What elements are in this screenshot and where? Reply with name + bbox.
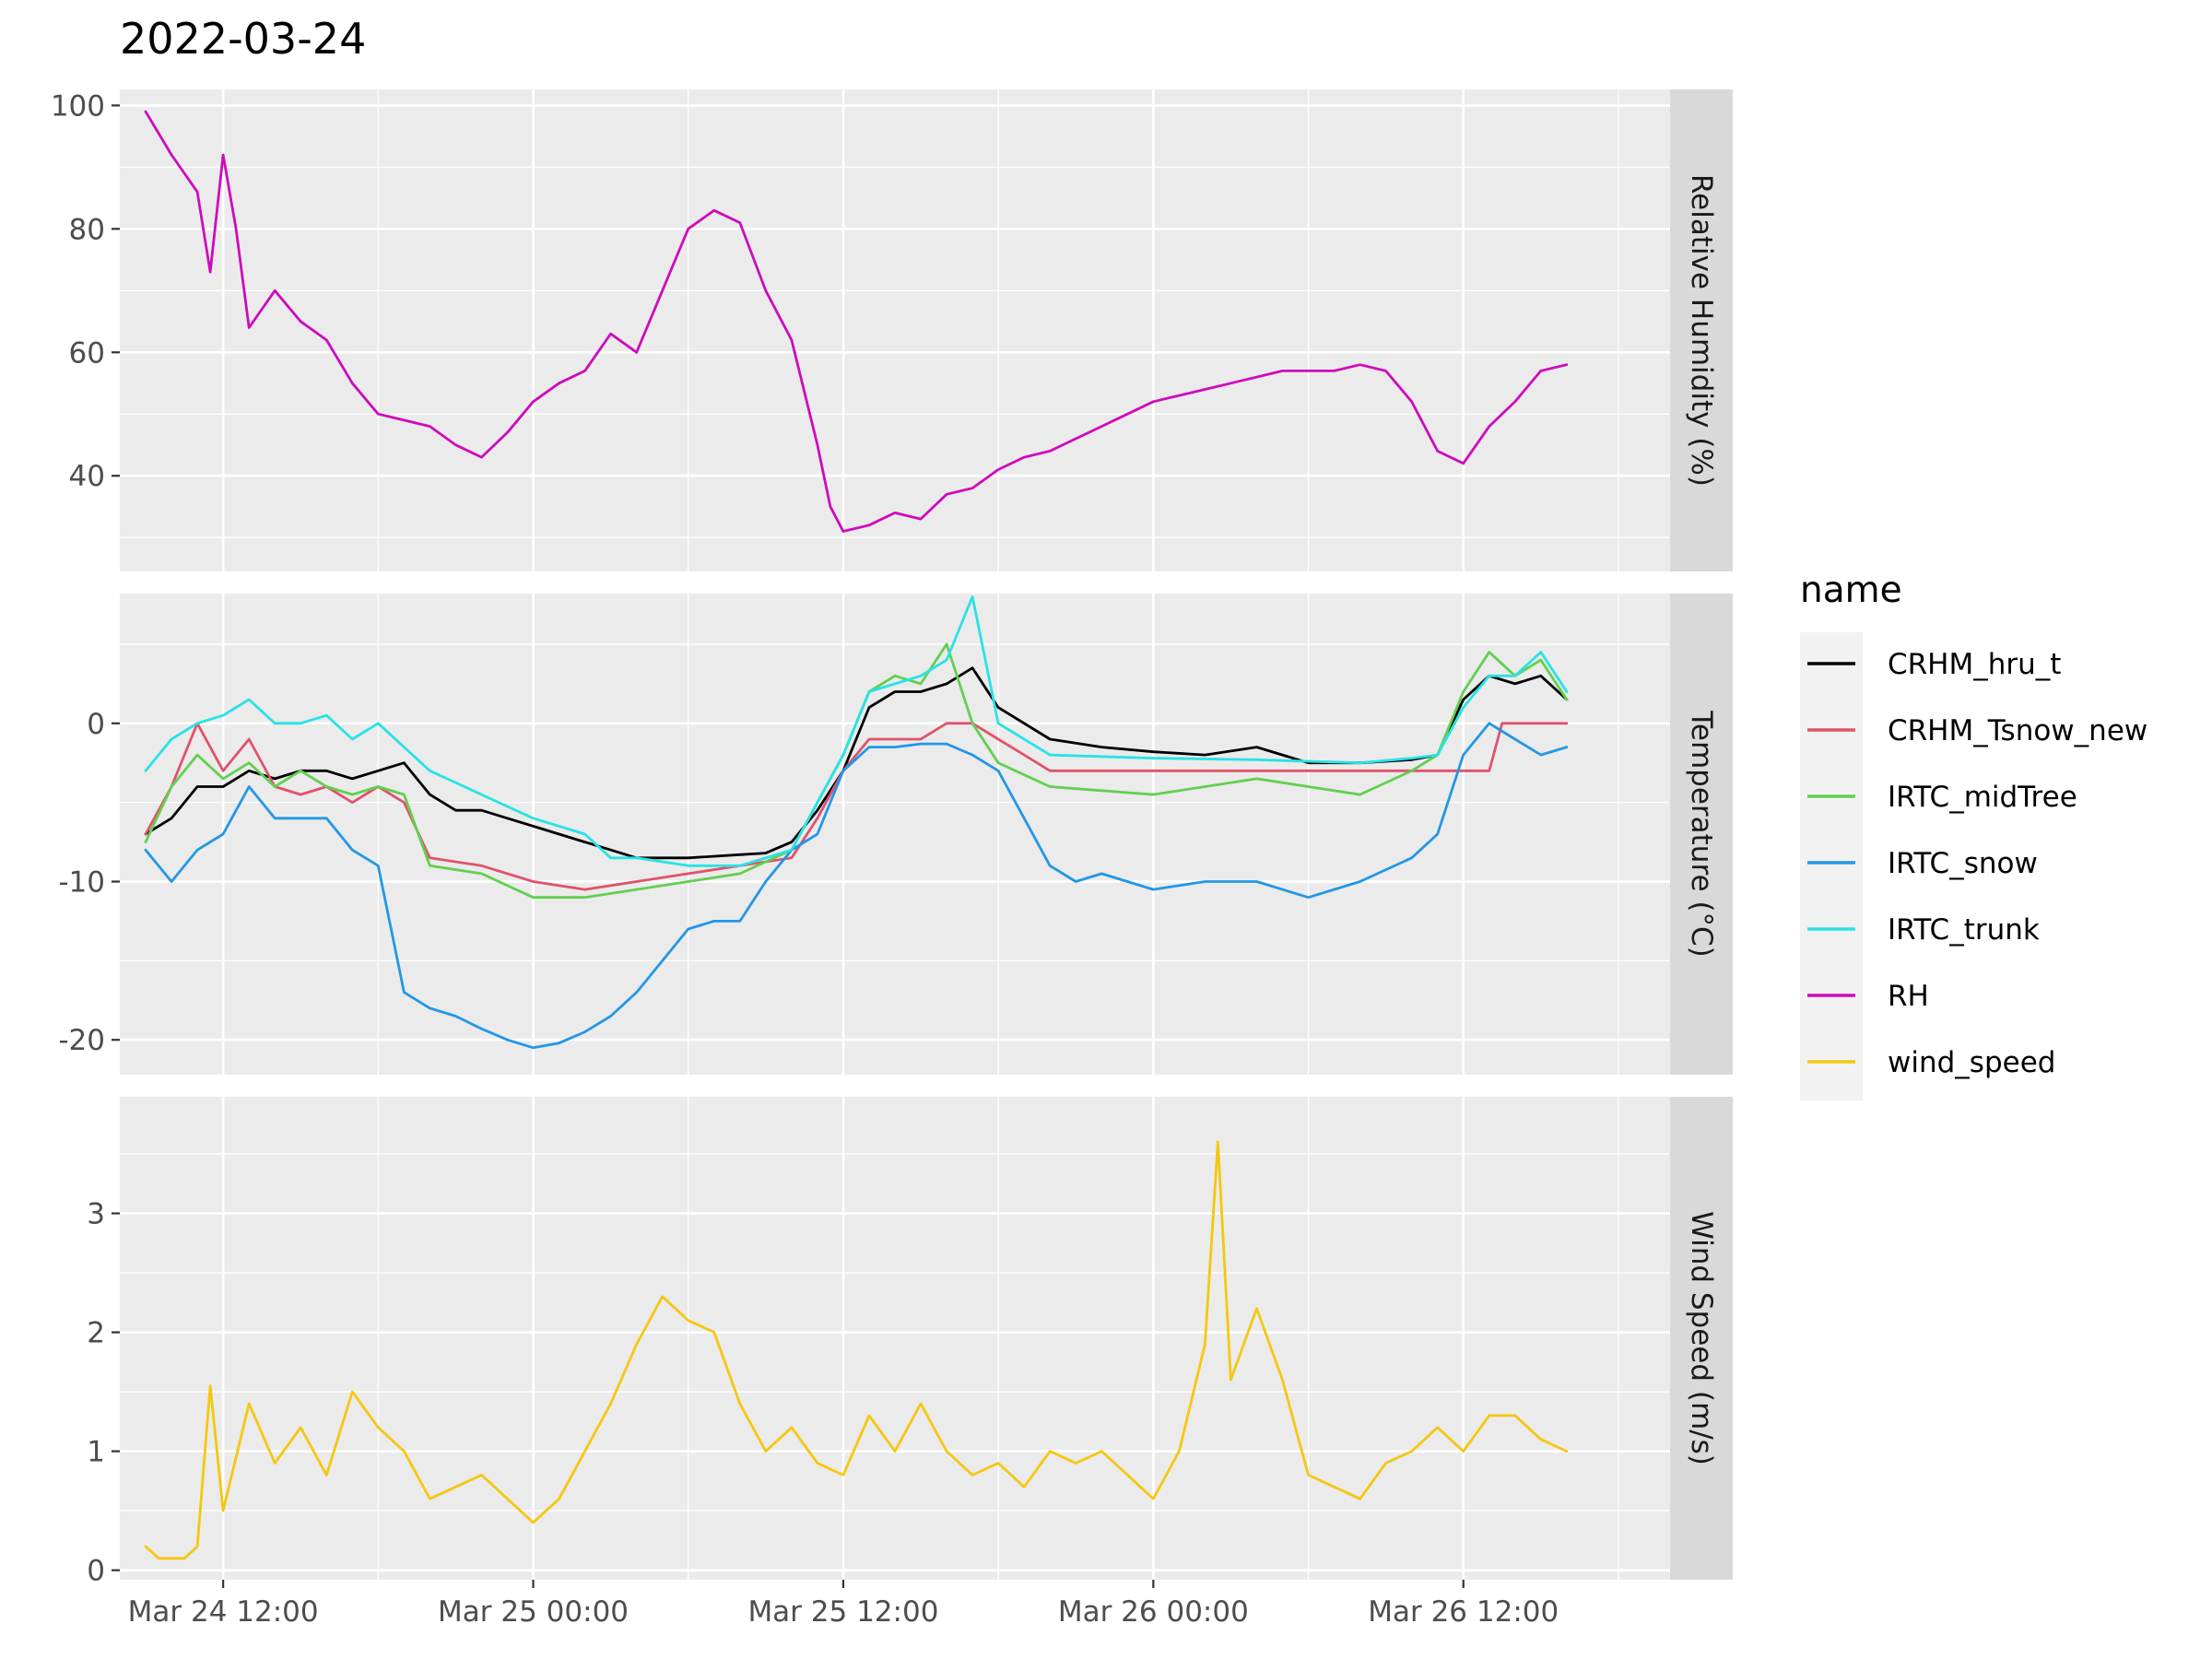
chart-title: 2022-03-24 — [120, 14, 366, 64]
panel-background — [120, 1097, 1670, 1580]
series-line-IRTC_trunk — [144, 595, 1569, 867]
facet-strip-label: Temperature (°C) — [1685, 710, 1718, 958]
x-tick-label: Mar 25 12:00 — [747, 1595, 938, 1629]
legend-label-IRTC_trunk: IRTC_trunk — [1888, 913, 2040, 947]
legend-title: name — [1800, 570, 1902, 611]
x-axis: Mar 24 12:00 Mar 25 00:00 Mar 25 12:00 Mar … — [128, 1580, 1559, 1629]
panel-3: 0 1 2 3 Wind Speed (m/s) — [87, 1097, 1733, 1588]
y-tick-label: 2 — [87, 1317, 105, 1350]
facet-strip — [1670, 89, 1733, 571]
y-tick-label: 0 — [87, 1555, 105, 1588]
y-tick-label: 3 — [87, 1197, 105, 1230]
panel-1: 40 60 80 100 Relative Humidity (%) — [51, 89, 1733, 571]
panel-background — [120, 89, 1670, 571]
y-tick-label: 0 — [87, 708, 105, 741]
x-tick-label: Mar 26 12:00 — [1368, 1595, 1559, 1629]
x-tick-label: Mar 25 00:00 — [438, 1595, 629, 1629]
legend-label-wind_speed: wind_speed — [1888, 1046, 2055, 1079]
y-tick-label: 40 — [69, 460, 105, 493]
x-tick-label: Mar 24 12:00 — [128, 1595, 319, 1629]
y-tick-label: -10 — [58, 866, 105, 900]
legend-label-RH: RH — [1888, 980, 1929, 1013]
facet-strip — [1670, 1097, 1733, 1580]
series-line-wind_speed — [144, 1140, 1569, 1560]
legend-key-background — [1800, 632, 1863, 1100]
legend-label-CRHM_hru_t: CRHM_hru_t — [1888, 648, 2061, 681]
x-tick-label: Mar 26 00:00 — [1058, 1595, 1249, 1629]
y-tick-label: 1 — [87, 1436, 105, 1469]
y-tick-label: 60 — [69, 336, 105, 370]
facet-strip — [1670, 594, 1733, 1075]
panel-2: -20 -10 0 Temperature (°C) — [58, 594, 1733, 1075]
panels-layer: 40 60 80 100 Relative Humidity (%) -20 -10 0 Tem… — [51, 89, 1733, 1588]
y-tick-label: -20 — [58, 1024, 105, 1057]
legend-label-IRTC_snow: IRTC_snow — [1888, 847, 2038, 880]
legend-label-IRTC_midTree: IRTC_midTree — [1888, 781, 2077, 814]
facet-strip-label: Relative Humidity (%) — [1685, 174, 1718, 487]
legend: name CRHM_hru_t CRHM_Tsnow_new IRTC_midTre… — [1800, 570, 2147, 1100]
facet-strip-label: Wind Speed (m/s) — [1685, 1211, 1718, 1465]
legend-label-CRHM_Tsnow_new: CRHM_Tsnow_new — [1888, 714, 2147, 747]
y-tick-label: 80 — [69, 213, 105, 246]
y-tick-label: 100 — [51, 89, 105, 123]
series-line-RH — [144, 110, 1569, 533]
